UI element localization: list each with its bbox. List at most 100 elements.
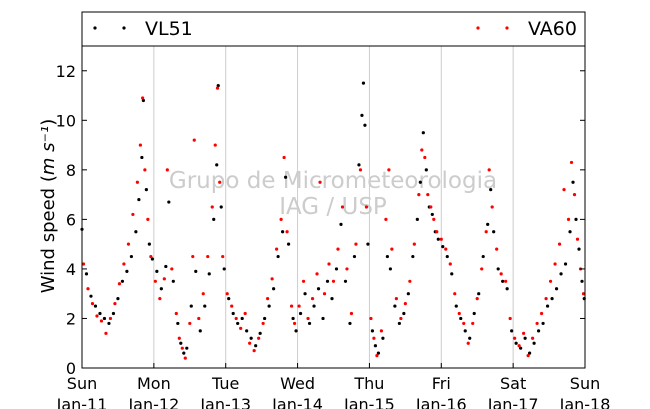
- data-point: [471, 321, 475, 326]
- data-point: [397, 321, 401, 326]
- data-point: [306, 316, 310, 321]
- data-point: [363, 123, 367, 127]
- data-point: [146, 217, 150, 221]
- x-tick-date-label: Jan-16: [415, 395, 467, 409]
- data-point: [539, 311, 544, 316]
- data-point: [270, 277, 274, 281]
- data-point: [177, 336, 181, 340]
- data-point: [559, 272, 563, 276]
- x-tick-day-label: Wed: [280, 374, 315, 393]
- data-point: [141, 96, 145, 100]
- data-point: [536, 329, 541, 333]
- data-point: [568, 230, 572, 234]
- data-point: [206, 254, 210, 259]
- data-point: [423, 155, 427, 160]
- data-point: [490, 205, 494, 209]
- data-points: [80, 81, 586, 360]
- data-point: [571, 180, 575, 184]
- legend-box: [81, 11, 586, 47]
- data-point: [99, 319, 104, 323]
- data-point: [327, 262, 331, 266]
- data-point: [496, 267, 500, 271]
- data-point: [372, 336, 376, 340]
- data-point: [339, 222, 343, 226]
- y-axis-label: Wind speed (m s⁻¹): [38, 119, 59, 294]
- data-point: [574, 217, 578, 221]
- y-tick-label: 6: [66, 210, 76, 229]
- data-point: [294, 329, 298, 333]
- data-point: [412, 242, 416, 246]
- data-point: [188, 321, 192, 326]
- data-point: [364, 205, 369, 209]
- data-point: [222, 267, 226, 271]
- data-point: [432, 217, 436, 221]
- data-point: [213, 143, 217, 147]
- data-point: [373, 344, 378, 348]
- data-point: [435, 230, 439, 234]
- data-point: [340, 205, 345, 209]
- data-point: [185, 346, 189, 350]
- data-point: [240, 316, 244, 321]
- data-point: [231, 311, 235, 316]
- data-point: [267, 304, 271, 308]
- data-point: [197, 316, 201, 321]
- data-point: [513, 336, 517, 340]
- data-point: [164, 264, 168, 269]
- data-point: [219, 205, 223, 209]
- legend-marker-vl51: [93, 26, 97, 30]
- data-point: [122, 262, 126, 266]
- y-tick-label: 0: [66, 359, 76, 378]
- data-point: [441, 245, 445, 249]
- data-point: [563, 262, 568, 266]
- data-point: [343, 279, 348, 283]
- data-point: [321, 316, 325, 321]
- data-point: [257, 336, 261, 340]
- data-point: [357, 163, 361, 167]
- data-point: [330, 297, 334, 301]
- legend-marker-vl51: [122, 26, 126, 30]
- data-point: [462, 321, 466, 326]
- data-point: [307, 321, 312, 326]
- data-point: [480, 267, 484, 271]
- data-point: [98, 311, 102, 316]
- data-point: [289, 304, 294, 308]
- data-point: [239, 326, 243, 330]
- data-point: [236, 321, 240, 326]
- data-point: [439, 237, 443, 241]
- data-point: [445, 254, 449, 259]
- data-point: [81, 262, 86, 266]
- data-point: [352, 254, 357, 259]
- data-point: [580, 279, 584, 283]
- data-point: [153, 279, 157, 283]
- data-point: [107, 321, 111, 326]
- data-point: [284, 175, 288, 179]
- data-point: [325, 279, 330, 283]
- vertical-gridlines: [153, 46, 514, 368]
- data-point: [243, 311, 247, 316]
- data-point: [140, 155, 144, 160]
- data-point: [406, 292, 410, 296]
- data-point: [514, 341, 518, 345]
- data-point: [159, 287, 163, 291]
- data-point: [162, 277, 166, 281]
- y-tick-label: 2: [66, 309, 76, 328]
- x-tick-date-label: Jan-14: [271, 395, 323, 409]
- data-point: [266, 297, 270, 301]
- data-point: [581, 292, 586, 296]
- data-point: [532, 341, 536, 345]
- data-point: [141, 98, 145, 103]
- data-point: [444, 247, 448, 251]
- data-point: [504, 279, 508, 283]
- x-tick-day-label: Mon: [137, 374, 171, 393]
- data-point: [212, 217, 216, 221]
- data-point: [334, 267, 339, 271]
- data-point: [95, 314, 99, 318]
- data-point: [176, 321, 180, 326]
- data-point: [216, 84, 220, 88]
- data-point: [369, 316, 373, 321]
- data-point: [535, 321, 539, 326]
- data-point: [501, 279, 505, 283]
- data-point: [144, 188, 148, 192]
- data-point: [316, 287, 321, 291]
